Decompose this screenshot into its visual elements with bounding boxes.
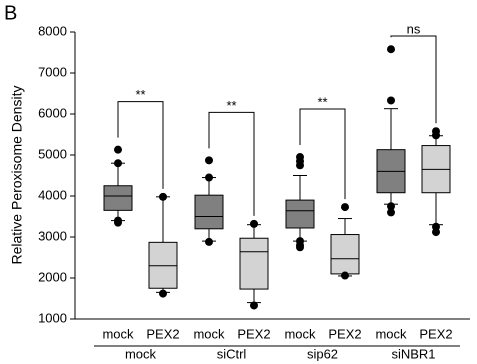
outlier: [159, 192, 167, 201]
y-tick-label: 2000: [38, 269, 67, 284]
x-tick-label: mock: [102, 326, 134, 341]
x-tick-label: mock: [284, 326, 316, 341]
outlier: [114, 145, 122, 154]
y-tick-label: 5000: [38, 146, 67, 161]
outlier: [341, 203, 349, 212]
outlier: [205, 173, 213, 182]
outlier: [114, 218, 122, 227]
outlier: [387, 208, 395, 217]
significance-bracket: [299, 108, 346, 200]
group-label: mock: [125, 346, 157, 361]
group-label: sip62: [307, 346, 338, 361]
box: [103, 185, 133, 211]
outlier: [341, 271, 349, 280]
y-tick-label: 4000: [38, 187, 67, 202]
x-tick-label: PEX2: [237, 326, 270, 341]
outlier: [159, 289, 167, 298]
panel-label: B: [4, 2, 17, 24]
outlier: [296, 243, 304, 252]
x-tick-label: PEX2: [146, 326, 179, 341]
box: [239, 237, 269, 290]
x-tick-label: PEX2: [419, 326, 452, 341]
group-label: siCtrl: [217, 346, 247, 361]
significance-label: **: [317, 94, 327, 109]
y-tick-label: 6000: [38, 105, 67, 120]
significance-bracket: [390, 35, 437, 124]
outlier: [114, 159, 122, 168]
x-tick-label: mock: [193, 326, 225, 341]
x-tick-label: PEX2: [328, 326, 361, 341]
x-tick-label: mock: [375, 326, 407, 341]
significance-label: **: [135, 87, 145, 102]
group-label: siNBR1: [391, 346, 435, 361]
box: [285, 199, 315, 229]
significance-label: ns: [407, 21, 421, 36]
significance-bracket: [208, 111, 255, 216]
outlier: [250, 219, 258, 228]
y-axis-label: Relative Peroxisome Density: [9, 86, 25, 265]
outlier: [432, 228, 440, 237]
y-tick-label: 7000: [38, 64, 67, 79]
outlier: [205, 237, 213, 246]
y-tick-label: 1000: [38, 310, 67, 325]
significance-label: **: [226, 98, 236, 113]
outlier: [387, 45, 395, 54]
outlier: [205, 156, 213, 165]
y-tick-label: 8000: [38, 23, 67, 38]
box: [194, 194, 224, 230]
outlier: [432, 131, 440, 140]
y-tick-label: 3000: [38, 228, 67, 243]
box: [330, 234, 360, 275]
outlier: [387, 96, 395, 105]
outlier: [250, 301, 258, 310]
outlier: [296, 161, 304, 170]
outlier: [387, 202, 395, 211]
significance-bracket: [117, 101, 164, 189]
